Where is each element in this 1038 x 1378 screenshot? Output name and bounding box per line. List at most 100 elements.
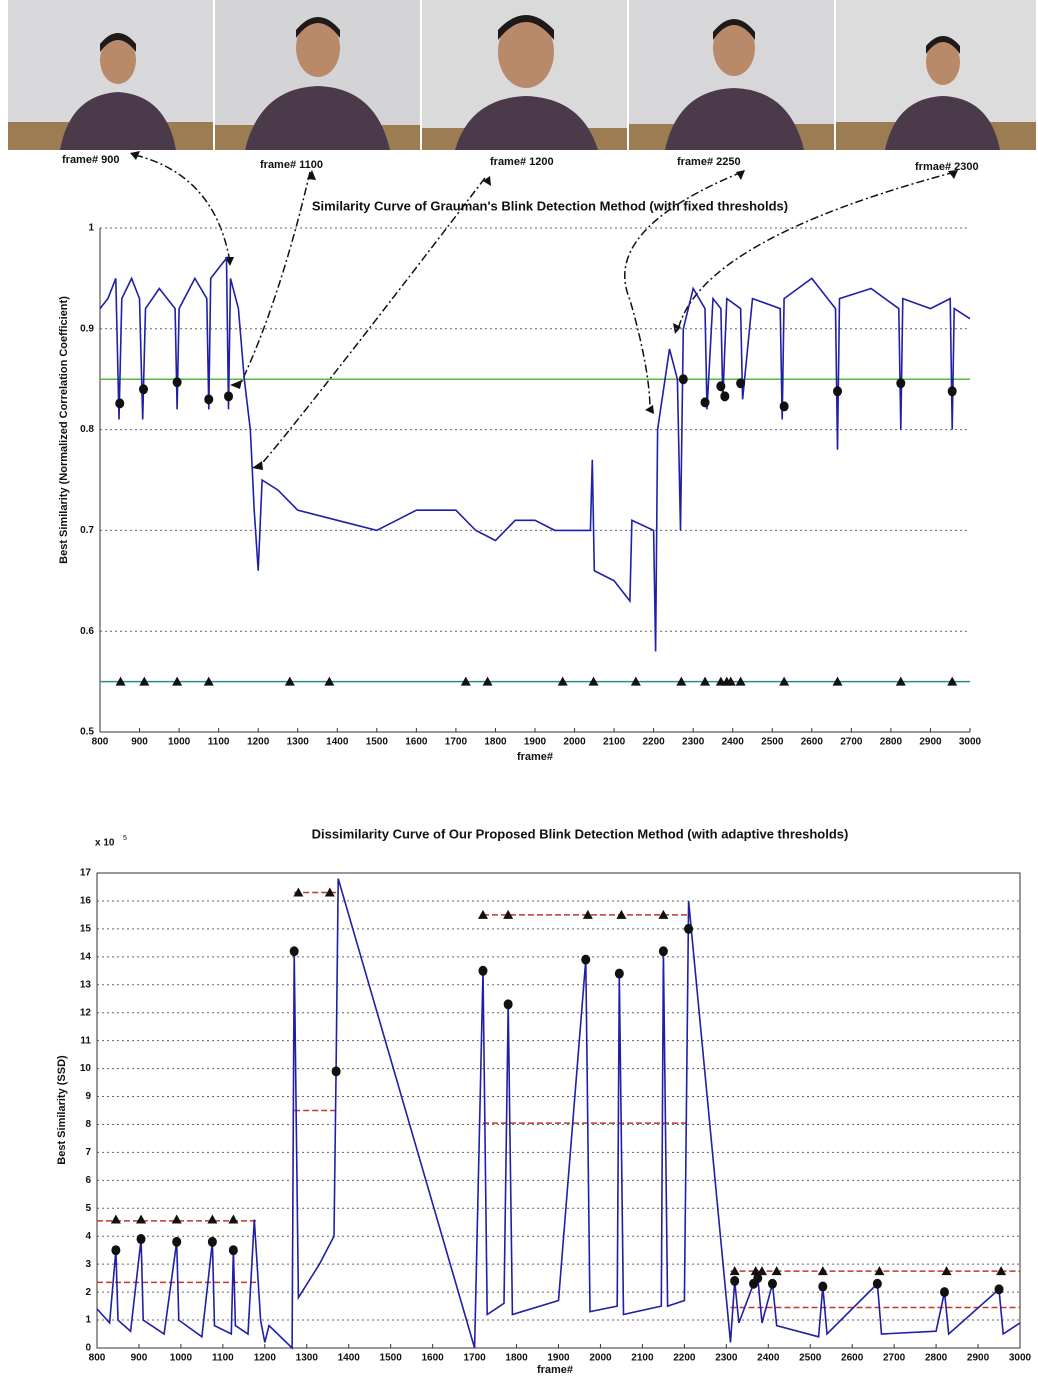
triangle-marker [735,676,746,686]
x-tick-label: 1700 [463,1353,486,1364]
x-tick-label: 2900 [919,737,942,748]
x-tick-label: 2400 [722,737,745,748]
x-tick-label: 2200 [643,737,666,748]
circle-marker [228,1245,238,1256]
triangle-marker [172,676,183,686]
x-tick-label: 1400 [326,737,349,748]
frame-label: frame# 900 [62,154,120,166]
x-tick-label: 2800 [880,737,903,748]
triangle-marker [676,676,687,686]
y-tick-label: 8 [85,1119,91,1130]
y-tick-label: 17 [80,868,92,879]
x-tick-label: 1000 [170,1353,193,1364]
x-tick-label: 900 [131,1353,148,1364]
circle-marker [720,391,730,402]
x-tick-label: 1400 [338,1353,361,1364]
triangle-marker [895,676,906,686]
chart-title: Similarity Curve of Grauman's Blink Dete… [312,198,788,213]
triangle-marker [482,676,493,686]
circle-marker [224,391,234,402]
x-tick-label: 800 [92,737,109,748]
x-tick-label: 2100 [631,1353,654,1364]
y-tick-label: 12 [80,1007,92,1018]
triangle-marker [228,1214,239,1224]
x-tick-label: 3000 [1009,1353,1032,1364]
frame-label: frame# 2250 [677,156,741,168]
circle-marker [136,1234,146,1245]
x-tick-label: 1000 [168,737,191,748]
photo [836,0,1036,150]
triangle-marker [503,909,514,919]
triangle-marker [207,1214,218,1224]
x-tick-label: 2500 [761,737,784,748]
x-tick-label: 2200 [673,1353,696,1364]
circle-marker [172,377,182,388]
x-tick-label: 1200 [247,737,270,748]
x-tick-label: 2500 [799,1353,822,1364]
x-tick-label: 1600 [405,737,428,748]
frame-label: frame# 1200 [490,156,554,168]
x-tick-label: 2100 [603,737,626,748]
triangle-marker [115,676,126,686]
y-tick-label: 14 [80,951,92,962]
y-tick-label: 7 [85,1147,91,1158]
triangle-marker [582,909,593,919]
photo [8,0,213,150]
circle-marker [658,946,668,957]
y-tick-label: 0.8 [80,424,94,435]
circle-marker [872,1278,882,1289]
x-tick-label: 1300 [287,737,310,748]
triangle-marker [941,1266,952,1276]
x-tick-label: 1100 [212,1353,234,1364]
triangle-marker [700,676,711,686]
triangle-marker [630,676,641,686]
circle-marker [947,386,957,397]
y-tick-label: 0.7 [80,525,94,536]
circle-marker [172,1236,182,1247]
x-tick-label: 800 [89,1353,106,1364]
data-line [99,255,971,652]
circle-marker [753,1273,763,1284]
triangle-marker [779,676,790,686]
circle-marker [289,946,299,957]
triangle-marker [729,1266,740,1276]
circle-marker [503,999,513,1010]
triangle-marker [293,887,304,897]
circle-marker [730,1275,740,1286]
circle-marker [716,381,726,392]
y-multiplier-exponent: 5 [123,835,127,842]
x-tick-label: 2900 [967,1353,990,1364]
arrow-heads [130,151,958,470]
circle-marker [939,1287,949,1298]
y-tick-label: 5 [85,1203,91,1214]
x-tick-label: 1500 [366,737,389,748]
x-tick-label: 1100 [208,737,230,748]
x-tick-label: 2600 [801,737,824,748]
chart: Dissimilarity Curve of Our Proposed Blin… [56,826,1032,1375]
annotation-arrows [134,154,956,469]
triangle-marker [588,676,599,686]
circle-marker [684,923,694,934]
y-axis-label: Best Similarity (SSD) [56,1055,68,1165]
circle-marker [204,394,214,405]
triangle-marker [477,909,488,919]
x-tick-label: 2300 [682,737,705,748]
y-tick-label: 10 [80,1063,92,1074]
circle-marker [896,378,906,389]
y-tick-label: 16 [80,896,92,907]
x-axis-label: frame# [537,1364,573,1376]
y-tick-label: 0.5 [80,727,94,738]
y-tick-label: 15 [80,924,92,935]
triangle-marker [756,1266,767,1276]
circle-marker [767,1278,777,1289]
x-tick-label: 2600 [841,1353,864,1364]
x-tick-label: 1200 [254,1353,277,1364]
triangle-marker [750,1266,761,1276]
x-tick-label: 1800 [505,1353,528,1364]
circle-marker [614,968,624,979]
y-tick-label: 6 [85,1175,91,1186]
triangle-marker [771,1266,782,1276]
circle-marker [478,965,488,976]
